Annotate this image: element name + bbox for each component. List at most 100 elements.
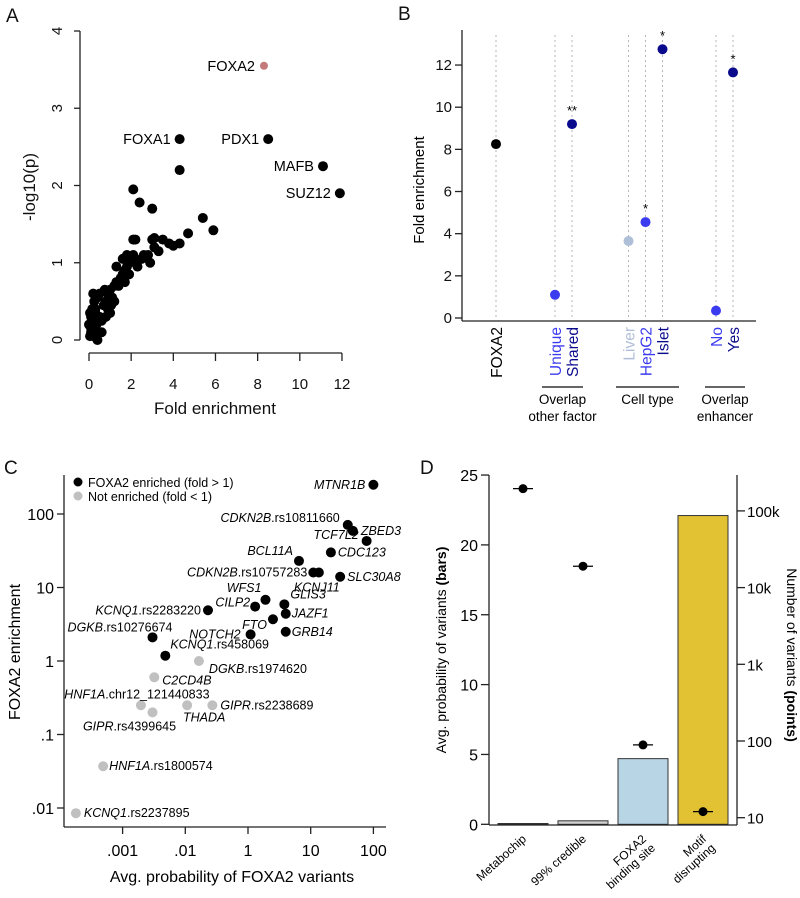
- y-axis-label: Fold enrichment: [411, 135, 428, 243]
- point-label: CILP2: [215, 596, 250, 610]
- point-label-gene: KCNQ1: [84, 806, 127, 820]
- point-label: PDX1: [221, 132, 259, 148]
- point-label: NOTCH2: [189, 627, 240, 641]
- point-label-gene: GLIS3: [290, 587, 325, 601]
- data-point: [313, 567, 324, 578]
- point-label-variant: .rs4399645: [114, 719, 177, 733]
- data-point: [128, 184, 139, 195]
- point-label-variant: .rs10757283: [238, 565, 308, 579]
- x-tick-label: 1: [244, 843, 253, 860]
- point-label-variant: .rs1974620: [244, 662, 307, 676]
- category-label: Shared: [565, 327, 582, 377]
- data-point: [160, 650, 171, 661]
- y2-axis-label: Number of variants (points): [784, 568, 800, 742]
- y-tick-label: 1: [45, 654, 54, 671]
- point-label-gene: GIPR: [83, 719, 114, 733]
- x-tick-label: 10: [302, 843, 320, 860]
- point-label: BCL11A: [247, 544, 293, 558]
- data-point: [132, 261, 143, 272]
- point-label-gene: SLC30A8: [347, 570, 401, 584]
- point-label-gene: DGKB: [209, 662, 244, 676]
- data-point: [567, 119, 577, 130]
- y-tick-label: 12: [435, 57, 452, 74]
- data-point: [90, 323, 101, 334]
- y-tick-label: 10: [435, 99, 452, 116]
- point-label-gene: CDC123: [338, 545, 386, 559]
- point-label-variant: .rs10276674: [103, 620, 173, 634]
- group-label: Overlap: [539, 392, 586, 407]
- y-tick-label: 4: [49, 27, 66, 35]
- data-point: [119, 277, 130, 288]
- data-point: [640, 217, 651, 228]
- data-point: [130, 234, 141, 245]
- bar: [617, 758, 669, 825]
- data-point: [135, 700, 146, 711]
- y-tick-label: 10: [460, 678, 478, 695]
- point-label: GIPR.rs4399645: [83, 719, 176, 733]
- data-point: [250, 601, 261, 612]
- y2-tick-label: 100: [747, 734, 772, 751]
- data-point: [105, 307, 116, 318]
- data-point: [368, 479, 379, 490]
- point-label-gene: GIPR: [220, 698, 251, 712]
- y2-axis-label-bold: (points): [784, 690, 800, 741]
- category-label: Unique: [548, 327, 565, 376]
- point-label-gene: HNF1A: [64, 687, 105, 701]
- point-label: CDKN2B.rs10811660: [220, 511, 339, 525]
- point-label-gene: HNF1A: [109, 759, 150, 773]
- data-point: [657, 44, 668, 55]
- x-tick-label: 100: [360, 843, 387, 860]
- data-point: [361, 535, 372, 546]
- data-point: [143, 250, 154, 261]
- y-axis-label-bold: (bars): [433, 547, 449, 586]
- data-point: [293, 555, 304, 566]
- legend-marker: [73, 491, 83, 501]
- data-point: [325, 547, 336, 558]
- data-point: [623, 236, 634, 247]
- y-tick-label: 3: [49, 104, 66, 112]
- y-axis-label-text: Avg. probability of variants: [433, 586, 449, 754]
- point-label: C2CD4B: [162, 673, 211, 687]
- panel-c-chart: 100 10 1 .1 .01 .001 .01 1 10 100 Avg. probability…: [7, 475, 401, 886]
- y2-tick-label: 100k: [747, 504, 780, 521]
- point-label: TCF7L2: [313, 528, 358, 542]
- group-label: enhancer: [697, 409, 754, 424]
- legend-label: Not enriched (fold < 1): [88, 490, 212, 504]
- category-label: 99% credible: [528, 832, 589, 889]
- point-label: WFS1: [227, 581, 262, 595]
- panel-letter-b: B: [398, 4, 411, 25]
- x-tick-label: 2: [127, 376, 135, 393]
- legend-marker: [73, 477, 83, 487]
- y2-axis-label-text: Number of variants: [784, 568, 800, 690]
- data-point: [267, 614, 278, 625]
- x-tick-label: 10: [291, 376, 308, 393]
- category-label: Metabochip: [474, 832, 530, 884]
- point-label: MAFB: [274, 159, 314, 175]
- point-label-gene: FTO: [242, 618, 267, 632]
- y-tick-label: 100: [27, 507, 54, 524]
- y-tick-label: 8: [444, 141, 452, 158]
- point-label: KCNQ1.rs2283220: [95, 603, 201, 617]
- y-tick-label: 0: [49, 336, 66, 344]
- data-point: [335, 571, 346, 582]
- point-label-gene: CILP2: [215, 596, 250, 610]
- category-label: HepG2: [639, 327, 656, 376]
- point-label-variant: .rs2283220: [138, 603, 201, 617]
- panel-letter-c: C: [4, 458, 18, 479]
- y2-tick-label: 10k: [747, 581, 772, 598]
- bar: [497, 823, 549, 825]
- category-label: No: [709, 327, 726, 347]
- x-tick-label: .001: [107, 843, 138, 860]
- data-point: [183, 228, 194, 239]
- data-point: [174, 238, 185, 249]
- data-point: [279, 599, 290, 610]
- significance-marker: **: [567, 103, 577, 118]
- y-axis-label: Avg. probability of variants (bars): [433, 547, 449, 754]
- point-label: FOXA1: [123, 132, 171, 148]
- data-point: [202, 605, 213, 616]
- data-point: [207, 700, 218, 711]
- point-label-gene: WFS1: [227, 581, 262, 595]
